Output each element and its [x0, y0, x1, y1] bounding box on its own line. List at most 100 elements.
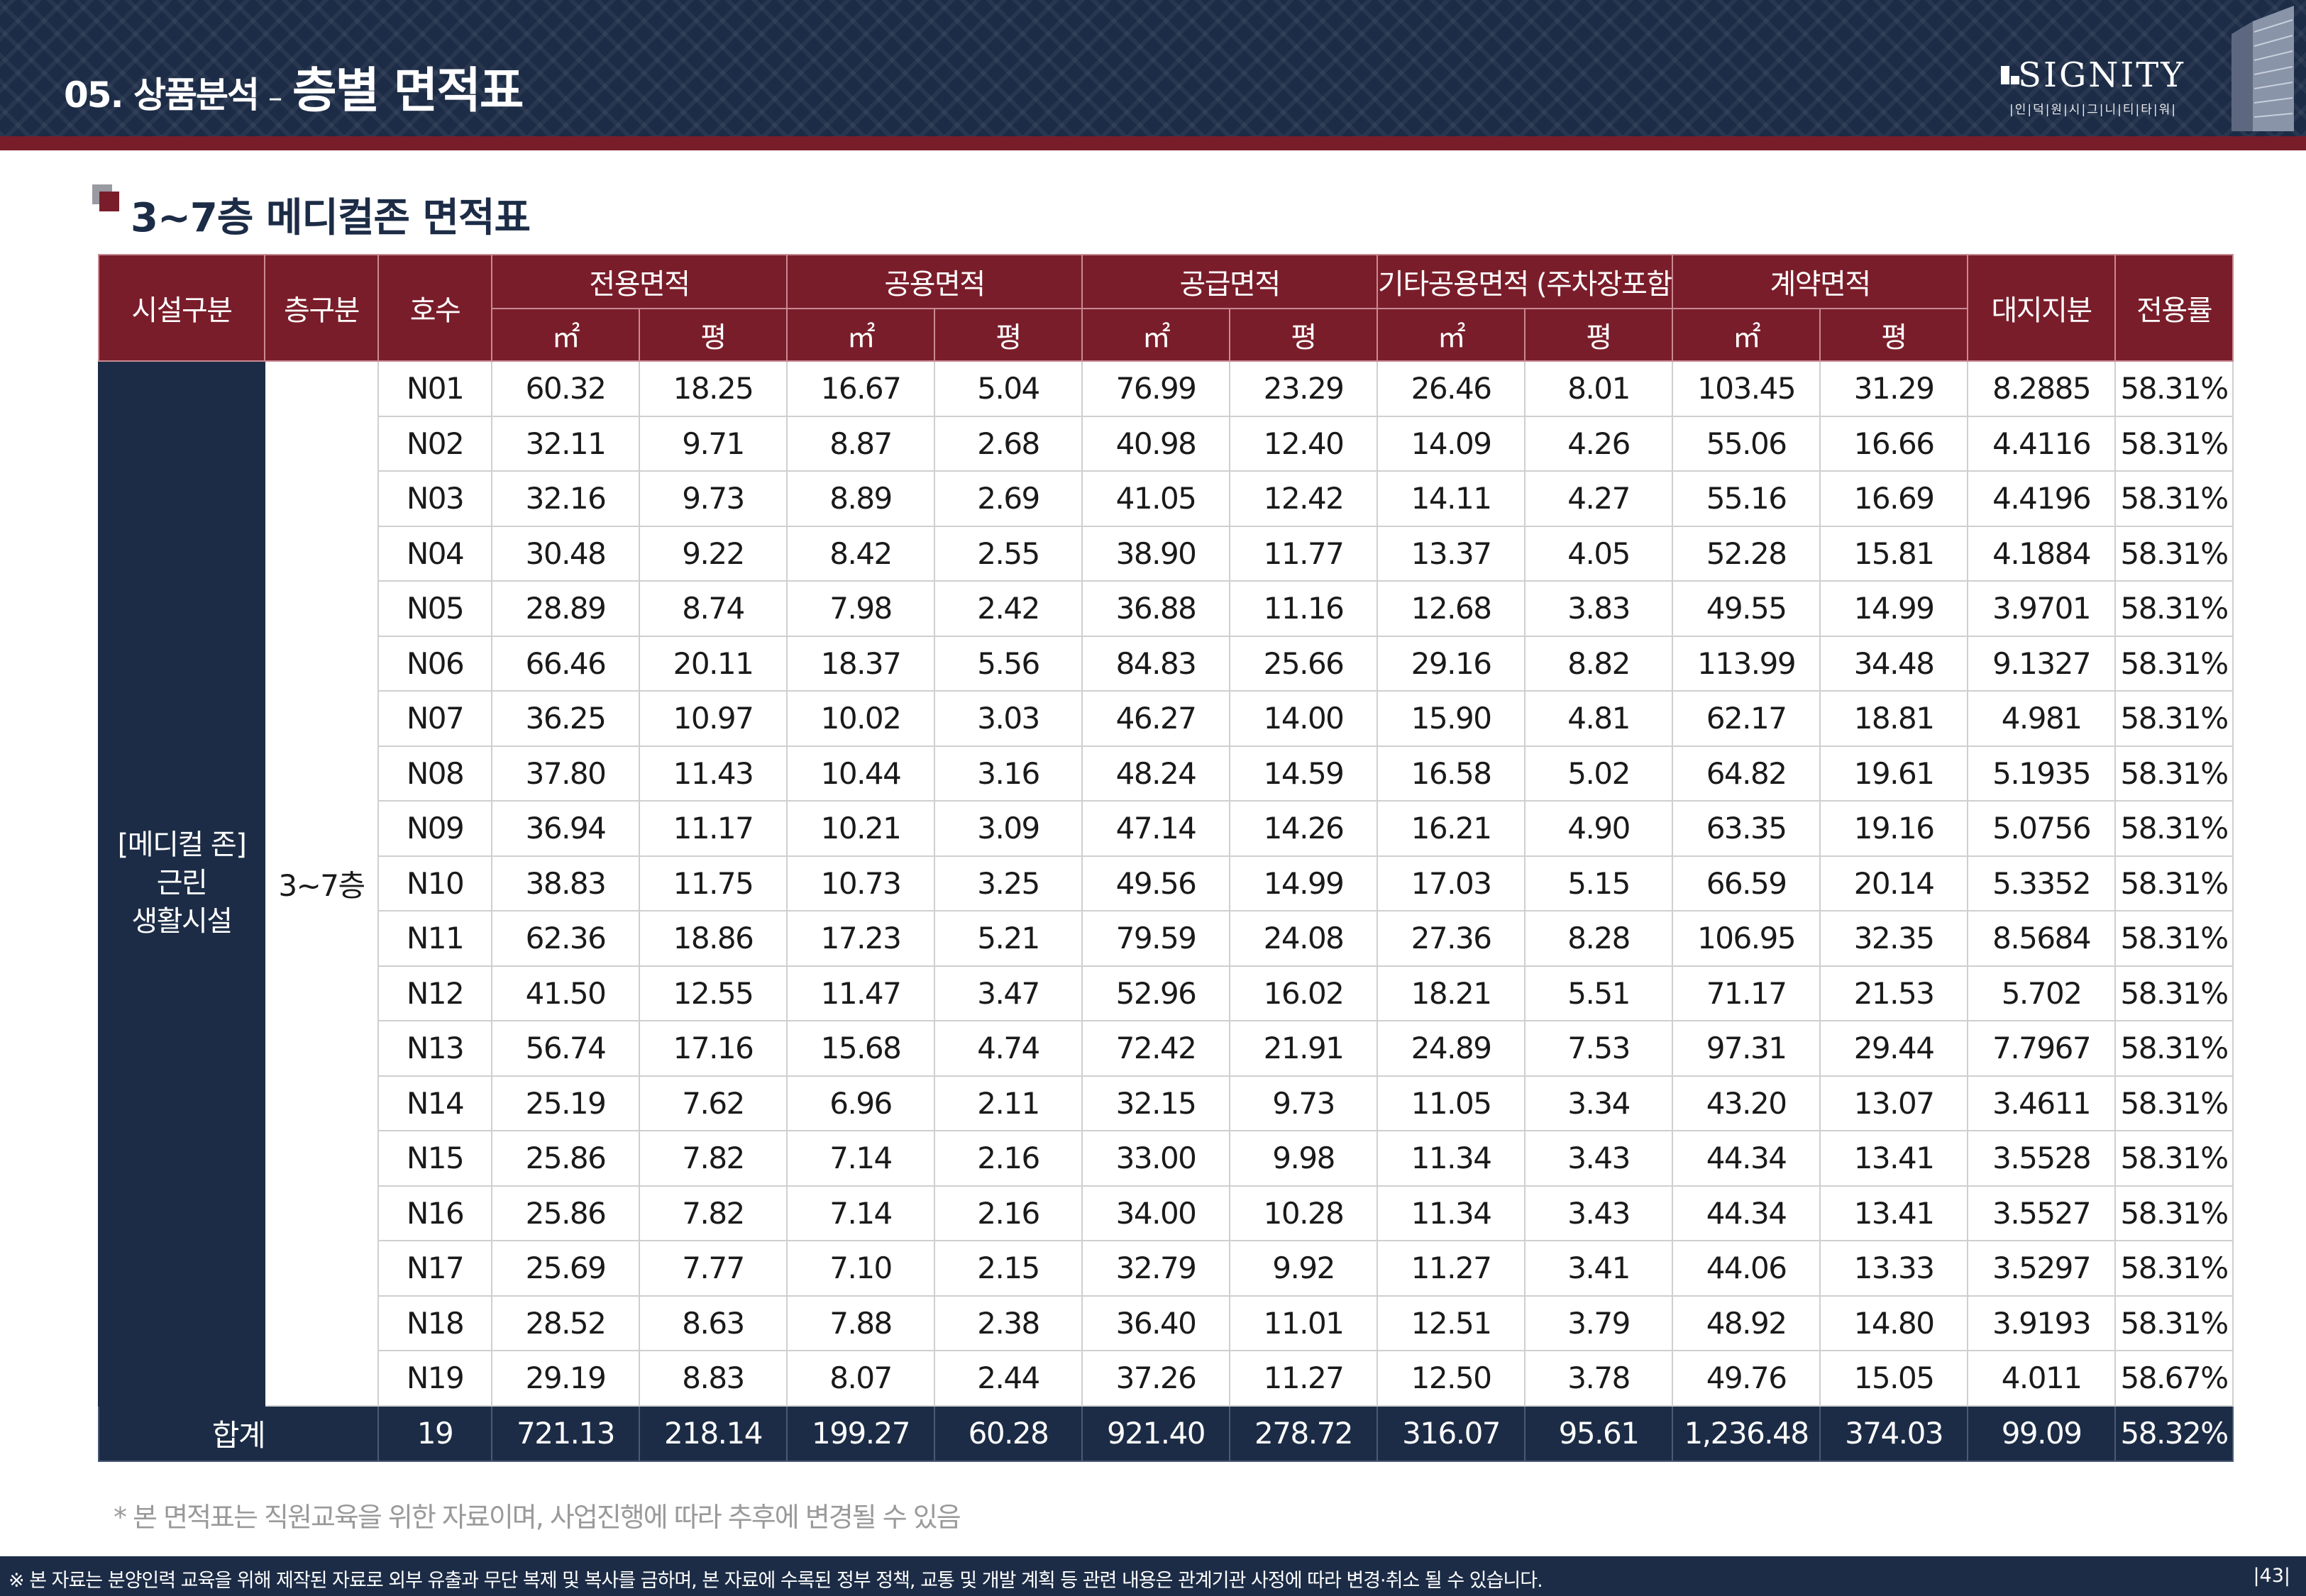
area-table: 시설구분 층구분 호수 전용면적 공용면적 공급면적 기타공용면적 (주차장포함… [98, 254, 2234, 1462]
unit-cell: N12 [377, 965, 492, 1021]
value-cell: 14.59 [1229, 745, 1379, 802]
value-cell: 11.75 [638, 855, 788, 911]
value-cell: 44.34 [1672, 1185, 1821, 1241]
value-cell: 4.1884 [1967, 525, 2117, 582]
value-cell: 58.31% [2114, 1185, 2234, 1241]
value-cell: 29.44 [1819, 1020, 1969, 1077]
unit-cell: N19 [377, 1350, 492, 1407]
total-value-cell: 721.13 [491, 1404, 640, 1462]
value-cell: 40.98 [1081, 415, 1231, 472]
value-cell: 5.51 [1524, 965, 1674, 1021]
unit-cell: N13 [377, 1020, 492, 1077]
value-cell: 12.40 [1229, 415, 1379, 472]
value-cell: 17.16 [638, 1020, 788, 1077]
value-cell: 26.46 [1377, 360, 1526, 417]
value-cell: 58.31% [2114, 745, 2234, 802]
value-cell: 37.80 [491, 745, 640, 802]
value-cell: 13.41 [1819, 1130, 1969, 1187]
value-cell: 7.7967 [1967, 1020, 2117, 1077]
value-cell: 7.88 [786, 1295, 936, 1351]
value-cell: 4.4116 [1967, 415, 2117, 472]
value-cell: 9.71 [638, 415, 788, 472]
value-cell: 6.96 [786, 1075, 936, 1131]
value-cell: 52.96 [1081, 965, 1231, 1021]
value-cell: 62.36 [491, 910, 640, 967]
value-cell: 4.81 [1524, 690, 1674, 747]
total-value-cell: 58.32% [2114, 1404, 2234, 1462]
header-dash: – [267, 82, 282, 114]
value-cell: 49.56 [1081, 855, 1231, 911]
table-row: N13 56.74 17.16 15.68 4.74 72.42 21.91 24.89 7.5… [99, 1020, 2234, 1077]
table-row: N06 66.46 20.11 18.37 5.56 84.83 25.66 29.16 8.8… [99, 635, 2234, 692]
value-cell: 5.0756 [1967, 800, 2117, 857]
value-cell: 32.79 [1081, 1240, 1231, 1297]
value-cell: 4.26 [1524, 415, 1674, 472]
header-main-title: 층별 면적표 [292, 63, 524, 119]
value-cell: 3.9701 [1967, 580, 2117, 637]
value-cell: 7.77 [638, 1240, 788, 1297]
value-cell: 58.31% [2114, 415, 2234, 472]
value-cell: 24.08 [1229, 910, 1379, 967]
value-cell: 30.48 [491, 525, 640, 582]
section-heading: 3~7층 메디컬존 면적표 [92, 184, 531, 243]
value-cell: 24.89 [1377, 1020, 1526, 1077]
value-cell: 4.011 [1967, 1350, 2117, 1407]
value-cell: 16.02 [1229, 965, 1379, 1021]
value-cell: 16.66 [1819, 415, 1969, 472]
value-cell: 13.07 [1819, 1075, 1969, 1131]
page-number: |43| [2253, 1565, 2290, 1587]
value-cell: 18.81 [1819, 690, 1969, 747]
unit-cell: N18 [377, 1295, 492, 1351]
page-footer: ※ 본 자료는 분양인력 교육을 위해 제작된 자료로 외부 유출과 무단 복제… [0, 1556, 2306, 1596]
value-cell: 2.42 [934, 580, 1083, 637]
header-pyeong: 평 [1229, 308, 1379, 362]
value-cell: 9.92 [1229, 1240, 1379, 1297]
value-cell: 58.31% [2114, 690, 2234, 747]
value-cell: 84.83 [1081, 635, 1231, 692]
value-cell: 8.01 [1524, 360, 1674, 417]
header-common: 공용면적 [786, 254, 1083, 309]
value-cell: 12.42 [1229, 470, 1379, 527]
value-cell: 3.34 [1524, 1075, 1674, 1131]
value-cell: 11.05 [1377, 1075, 1526, 1131]
value-cell: 2.15 [934, 1240, 1083, 1297]
value-cell: 32.35 [1819, 910, 1969, 967]
unit-cell: N09 [377, 800, 492, 857]
value-cell: 58.67% [2114, 1350, 2234, 1407]
value-cell: 19.16 [1819, 800, 1969, 857]
value-cell: 25.86 [491, 1185, 640, 1241]
table-row: N19 29.19 8.83 8.07 2.44 37.26 11.27 12.50 3.78 4… [99, 1350, 2234, 1407]
value-cell: 11.43 [638, 745, 788, 802]
table-row: N09 36.94 11.17 10.21 3.09 47.14 14.26 16.21 4.9… [99, 800, 2234, 857]
unit-cell: N11 [377, 910, 492, 967]
unit-cell: N07 [377, 690, 492, 747]
logo-mark-icon [2001, 66, 2019, 84]
header-unit: 호수 [377, 254, 492, 362]
table-row: N04 30.48 9.22 8.42 2.55 38.90 11.77 13.37 4.05 5… [99, 525, 2234, 582]
value-cell: 7.82 [638, 1185, 788, 1241]
value-cell: 3.83 [1524, 580, 1674, 637]
value-cell: 49.76 [1672, 1350, 1821, 1407]
value-cell: 7.82 [638, 1130, 788, 1187]
total-label: 합계 [98, 1404, 379, 1462]
value-cell: 5.15 [1524, 855, 1674, 911]
value-cell: 8.5684 [1967, 910, 2117, 967]
category-line: [메디컬 존] [117, 829, 247, 862]
unit-cell: N15 [377, 1130, 492, 1187]
logo-text: SIGNITY [2018, 55, 2185, 95]
unit-cell: N08 [377, 745, 492, 802]
floor-cell: 3~7층 [264, 360, 379, 1407]
signity-logo: SIGNITY |인|덕|원|시|그|니|티|타|워| [2001, 55, 2185, 117]
value-cell: 18.25 [638, 360, 788, 417]
value-cell: 3.47 [934, 965, 1083, 1021]
category-line: 생활시설 [131, 905, 233, 938]
unit-cell: N10 [377, 855, 492, 911]
value-cell: 9.73 [638, 470, 788, 527]
category-line: 근린 [156, 867, 208, 900]
value-cell: 17.03 [1377, 855, 1526, 911]
value-cell: 11.34 [1377, 1185, 1526, 1241]
value-cell: 5.21 [934, 910, 1083, 967]
value-cell: 14.09 [1377, 415, 1526, 472]
value-cell: 48.24 [1081, 745, 1231, 802]
header-ratio: 전용률 [2114, 254, 2234, 362]
